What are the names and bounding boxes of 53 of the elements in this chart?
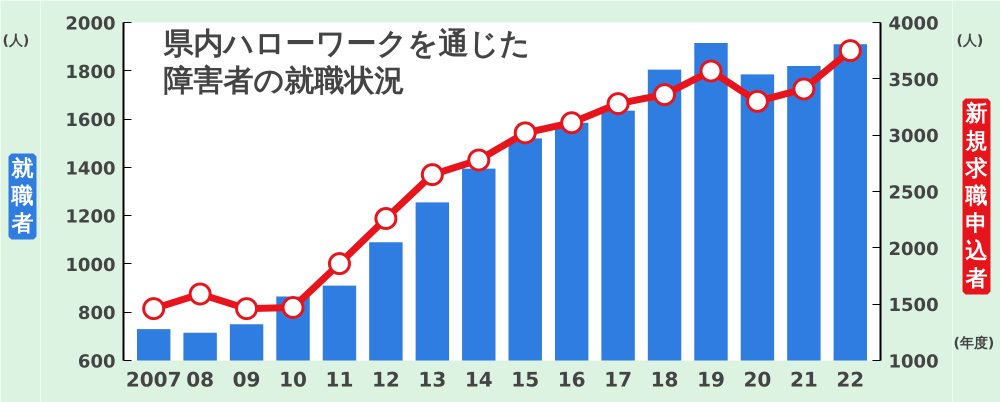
y2-tick-label: 2000 [888,238,939,260]
y-tick-label: 800 [78,303,116,324]
point [188,282,212,306]
point [838,39,862,62]
x-tick-label: 15 [511,368,540,392]
point [699,59,722,82]
x-tick-label: 19 [697,368,725,392]
text: (年度) [954,334,994,352]
point [374,207,398,230]
point [606,92,630,116]
x-tick-label: 20 [744,368,772,392]
point [420,163,444,186]
x-tick-label: 18 [650,368,678,392]
point [467,148,490,172]
y2-tick-label: 1000 [888,352,939,372]
y2-tick-label: 4000 [888,14,939,34]
point [653,83,676,106]
y2-tick-label: 3000 [888,126,939,148]
y2-tick-label: 2500 [888,182,939,204]
x-tick-label: 17 [604,368,632,392]
y-axis-title: 就職者 [10,156,34,237]
x-tick-label: 12 [372,368,400,392]
text: (人) [956,33,984,49]
y2-tick-label: 1500 [888,295,939,316]
x-tick-label: 08 [186,368,214,392]
y-tick-label: 600 [78,352,116,372]
text: 県内ハローワークを通じた障害者の就職状況 [162,26,530,98]
x-tick-label: 14 [464,368,493,392]
text: (人) [2,33,30,49]
y2-axis-title: 新規求職申込者 [964,100,988,292]
x-tick-label: 13 [418,368,446,392]
x-tick-label: 10 [279,368,307,392]
point [142,297,166,320]
point [560,111,584,134]
x-tick-label: 09 [232,368,260,392]
y-tick-label: 1600 [65,110,116,132]
point [514,121,537,144]
point [792,77,816,100]
x-tick-label: 21 [790,368,818,392]
x-tick-label: 16 [558,368,586,392]
y-tick-label: 1000 [65,254,116,276]
point [282,296,305,320]
y-tick-label: 1200 [65,206,116,228]
point [328,252,351,276]
y2-tick-label: 3500 [888,70,939,91]
x-tick-label: 11 [326,368,354,392]
y-tick-label: 2000 [65,14,116,34]
y-tick-label: 1400 [65,158,116,180]
x-tick-label: 2007 [126,368,182,392]
point [235,297,258,320]
point [746,90,769,113]
x-tick-label: 22 [836,368,864,392]
y-tick-label: 1800 [65,62,116,83]
